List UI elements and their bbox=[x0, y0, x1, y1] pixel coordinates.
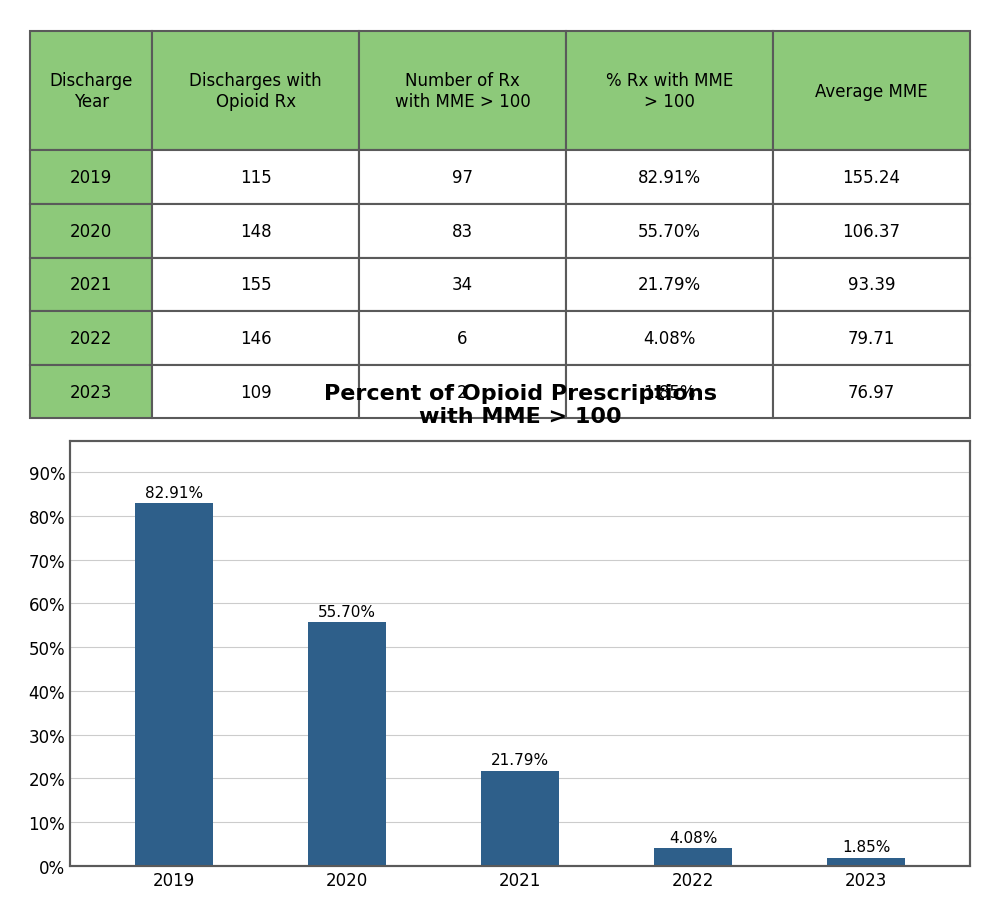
Text: 55.70%: 55.70% bbox=[318, 604, 376, 619]
Title: Percent of Opioid Prescriptions
with MME > 100: Percent of Opioid Prescriptions with MME… bbox=[324, 383, 716, 427]
Text: 21.79%: 21.79% bbox=[491, 752, 549, 768]
Bar bbox=[827, 858, 905, 866]
Bar bbox=[481, 770, 559, 866]
Bar bbox=[135, 503, 213, 866]
Text: 1.85%: 1.85% bbox=[842, 840, 890, 854]
Text: 4.08%: 4.08% bbox=[669, 830, 717, 844]
Bar bbox=[654, 848, 732, 866]
Text: 82.91%: 82.91% bbox=[145, 485, 203, 500]
Bar bbox=[308, 622, 386, 866]
